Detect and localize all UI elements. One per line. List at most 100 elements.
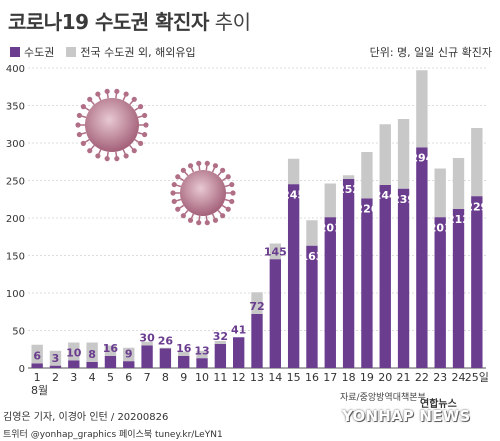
bar-metro (49, 365, 62, 368)
y-tick-label: 50 (12, 327, 25, 338)
bar-metro (397, 188, 410, 368)
bar-metro (178, 356, 190, 368)
bar-other (324, 183, 336, 218)
value-label: 229 (465, 200, 488, 213)
x-tick-label: 15 (287, 371, 301, 384)
yonhap-logo: 연합뉴스 YONHAP NEWS (318, 395, 498, 435)
x-tick-label: 2 (52, 371, 59, 384)
x-tick-label: 16 (305, 371, 319, 384)
virus-spike-tip (87, 148, 93, 154)
x-tick-label: 3 (70, 371, 77, 384)
virus-spike-tip (104, 156, 110, 162)
x-tick-label: 22 (415, 371, 429, 384)
bar-metro (214, 344, 227, 368)
bar-other (86, 342, 98, 362)
legend-label-metro: 수도권 (24, 46, 55, 59)
bar-metro (434, 217, 446, 368)
value-label: 201 (319, 221, 342, 234)
bar-other (361, 152, 373, 199)
value-label: 72 (249, 300, 264, 313)
bar-metro (269, 259, 281, 368)
value-label: 245 (282, 188, 305, 201)
y-tick-label: 100 (6, 289, 25, 300)
bar-other (141, 341, 153, 346)
bar-other (49, 350, 62, 366)
virus-spike-tip (196, 220, 202, 226)
virus-spike-tip (180, 213, 186, 219)
value-label: 201 (429, 221, 452, 234)
virus-icon (75, 88, 149, 162)
virus-spike-tip (131, 148, 137, 154)
virus-spike-tip (104, 88, 110, 94)
value-label: 9 (125, 347, 133, 360)
virus-spike-tip (204, 220, 210, 226)
bar-other (251, 292, 263, 314)
x-tick-label: 18 (342, 371, 356, 384)
virus-spike-tip (138, 140, 144, 146)
virus-spike-tip (175, 174, 181, 180)
value-label: 244 (374, 189, 397, 202)
y-tick-label: 250 (6, 177, 25, 188)
x-tick-label: 10 (195, 371, 209, 384)
x-tick-label: 14 (268, 371, 282, 384)
virus-body (180, 170, 226, 216)
bar-other (379, 124, 391, 185)
bar-metro (379, 185, 391, 368)
value-label: 3 (52, 352, 60, 365)
virus-spike-tip (80, 104, 86, 110)
virus-spike-tip (138, 104, 144, 110)
bar-other (159, 347, 172, 349)
bar-other (397, 119, 410, 189)
bar-other (68, 342, 80, 361)
bar-metro (306, 245, 318, 368)
virus-spike-tip (204, 160, 210, 166)
bar-metro (141, 345, 153, 368)
x-tick-label: 12 (232, 371, 246, 384)
bar-metro (31, 363, 43, 368)
virus-spike-tip (187, 217, 194, 223)
virus-spike-tip (95, 91, 101, 97)
y-tick-label: 200 (6, 214, 25, 225)
value-label: 32 (213, 330, 228, 343)
logo-english: YONHAP NEWS (342, 407, 471, 425)
virus-spike-tip (225, 206, 231, 212)
legend-swatch-other (66, 47, 77, 57)
legend-label-other: 전국 수도권 외, 해외유입 (80, 46, 196, 59)
virus-spike-tip (225, 174, 231, 180)
bar-metro (471, 196, 483, 368)
credit-line-2: 트위터 @yonhap_graphics 페이스북 tuney.kr/LeYN1 (3, 430, 223, 440)
virus-spike-tip (171, 198, 177, 205)
virus-spike-tip (142, 112, 148, 119)
virus-spike-tip (230, 190, 236, 196)
bar-other (434, 168, 446, 218)
bar-other (452, 158, 465, 209)
virus-spike-tip (76, 131, 82, 138)
value-label: 252 (337, 183, 360, 196)
value-label: 294 (410, 152, 433, 165)
bar-other (104, 345, 117, 356)
unit-note: 단위: 명, 일일 신규 확진자 (369, 46, 492, 59)
bar-other (306, 220, 318, 246)
virus-spike-tip (220, 167, 226, 173)
virus-spike-tip (75, 122, 81, 128)
value-label: 41 (231, 323, 246, 336)
x-tick-label: 23 (433, 371, 447, 384)
x-tick-label: 6 (125, 371, 132, 384)
bars-group (31, 70, 483, 368)
y-tick-label: 300 (6, 139, 25, 150)
virus-spike-tip (87, 96, 93, 102)
bar-metro (159, 348, 172, 368)
bar-metro (287, 184, 300, 368)
x-tick-label: 13 (250, 371, 264, 384)
x-tick-label: 24 (452, 371, 466, 384)
bar-metro (251, 314, 263, 368)
value-label: 163 (300, 250, 323, 263)
value-label: 13 (194, 344, 209, 357)
value-label: 239 (392, 193, 415, 206)
value-label: 6 (33, 350, 41, 363)
bar-metro (68, 360, 80, 368)
legend-item-metro: 수도권 (10, 44, 54, 60)
bar-metro (324, 217, 336, 368)
